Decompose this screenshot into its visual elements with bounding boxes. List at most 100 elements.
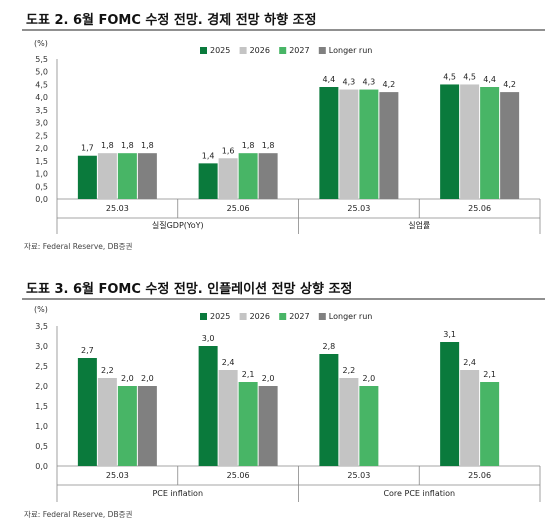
chart-title: 도표 2. 6월 FOMC 수정 전망. 경제 전망 하향 조정 [26,12,317,28]
y-tick-label: 2,0 [35,382,48,391]
data-label: 2,1 [483,370,496,379]
data-label: 2,0 [121,374,134,383]
data-label: 2,2 [101,366,114,375]
y-tick-label: 2,5 [35,362,48,371]
bar-2027 [359,89,379,199]
bar-2026 [460,84,480,199]
data-label: 2,1 [242,370,255,379]
bar-2026 [339,89,359,199]
bar-longer-run [258,386,278,466]
data-label: 4,4 [323,75,336,84]
bar-2026 [218,158,238,199]
category-label: 25.06 [227,204,250,213]
category-label: 25.03 [106,204,129,213]
data-label: 2,4 [222,358,235,367]
legend-entry: 2025 [210,46,230,55]
data-label: 1,8 [242,141,255,150]
legend-entry: Longer run [329,312,373,321]
bar-longer-run [137,386,157,466]
y-tick-label: 1,0 [35,170,48,179]
y-tick-label: 4,5 [35,80,48,89]
bar-2027 [117,153,137,199]
bar-2025 [198,163,218,199]
bar-2025 [198,346,218,466]
data-label: 1,8 [262,141,275,150]
bar-2027 [117,386,137,466]
bar-2025 [440,342,460,466]
data-label: 1,4 [202,151,215,160]
group-label: PCE inflation [152,489,203,498]
category-label: 25.03 [106,471,129,480]
category-label: 25.03 [347,204,370,213]
data-label: 1,8 [101,141,114,150]
data-label: 4,5 [443,72,456,81]
legend-swatch [279,47,287,54]
bar-longer-run [258,153,278,199]
y-tick-label: 4,0 [35,93,48,102]
data-label: 4,3 [343,78,356,87]
legend-entry: 2027 [289,46,309,55]
y-tick-label: 3,0 [35,119,48,128]
group-label: 실질GDP(YoY) [152,220,204,230]
data-label: 4,5 [463,72,476,81]
data-label: 2,0 [141,374,154,383]
bar-2025 [319,87,339,199]
bar-2025 [440,84,460,199]
data-label: 2,4 [463,358,476,367]
source-note: 자료: Federal Reserve, DB증권 [24,510,132,519]
legend-entry: 2025 [210,312,230,321]
data-label: 4,3 [363,78,376,87]
bar-2026 [460,370,480,466]
bar-2025 [77,358,97,466]
data-label: 2,7 [81,346,94,355]
legend-entry: 2026 [250,312,270,321]
data-label: 2,8 [323,342,336,351]
legend-swatch [239,313,247,320]
data-label: 1,6 [222,146,235,155]
category-label: 25.03 [347,471,370,480]
category-label: 25.06 [468,204,491,213]
y-tick-label: 1,5 [35,402,48,411]
data-label: 2,2 [343,366,356,375]
bar-2027 [238,382,258,466]
legend-swatch [239,47,247,54]
y-tick-label: 0,0 [35,462,48,471]
y-tick-label: 0,0 [35,195,48,204]
bar-2027 [238,153,258,199]
y-tick-label: 3,0 [35,342,48,351]
y-tick-label: 1,0 [35,422,48,431]
y-tick-label: 3,5 [35,322,48,331]
bar-2027 [480,87,500,199]
y-tick-label: 1,5 [35,157,48,166]
y-unit-label: (%) [34,39,48,48]
legend-swatch [200,313,207,320]
group-label: 실업률 [408,220,430,230]
y-tick-label: 3,5 [35,106,48,115]
legend-entry: 2026 [250,46,270,55]
data-label: 1,8 [121,141,134,150]
data-label: 4,4 [483,75,496,84]
bar-2026 [97,378,117,466]
y-tick-label: 0,5 [35,182,48,191]
y-tick-label: 5,0 [35,68,48,77]
group-label: Core PCE inflation [383,489,455,498]
legend-entry: Longer run [329,46,373,55]
bar-longer-run [500,92,520,199]
legend-swatch [318,313,326,320]
y-tick-label: 5,5 [35,55,48,64]
data-label: 4,2 [503,80,516,89]
bar-longer-run [137,153,157,199]
source-note: 자료: Federal Reserve, DB증권 [24,242,132,251]
data-label: 1,8 [141,141,154,150]
data-label: 2,0 [363,374,376,383]
legend-entry: 2027 [289,312,309,321]
y-unit-label: (%) [34,305,48,314]
data-label: 3,1 [443,330,456,339]
data-label: 4,2 [383,80,396,89]
category-label: 25.06 [468,471,491,480]
bar-2025 [77,155,97,199]
bar-2026 [218,370,238,466]
bar-2026 [97,153,117,199]
